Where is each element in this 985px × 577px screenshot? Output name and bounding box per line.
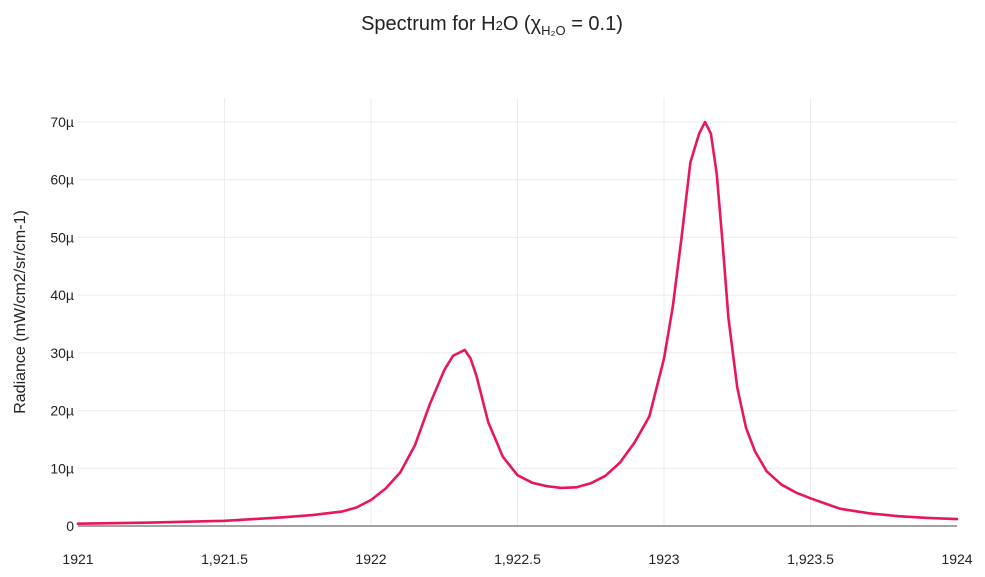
- x-tick-label: 1,921.5: [201, 551, 248, 567]
- y-tick-label: 50µ: [50, 229, 74, 245]
- y-tick-label: 60µ: [50, 172, 74, 188]
- x-tick-label: 1,923.5: [787, 551, 834, 567]
- y-axis-title: Radiance (mW/cm2/sr/cm-1): [12, 210, 29, 414]
- x-tick-label: 1,922.5: [494, 551, 541, 567]
- x-tick-label: 1924: [941, 551, 972, 567]
- chart-title: Spectrum for H2O (χH₂O = 0.1): [361, 13, 623, 38]
- y-tick-label: 0: [66, 518, 74, 534]
- y-tick-label: 70µ: [50, 114, 74, 130]
- grid: [78, 98, 957, 526]
- x-tick-label: 1923: [648, 551, 679, 567]
- x-tick-label: 1921: [62, 551, 93, 567]
- series-line: [76, 120, 959, 525]
- labels: 1921 1,921.5 1922 1,922.5 1923 1,923.5 1924 0 10…: [12, 13, 973, 567]
- y-tick-label: 10µ: [50, 460, 74, 476]
- series-layer: [76, 120, 959, 525]
- y-tick-label: 20µ: [50, 403, 74, 419]
- x-tick-label: 1922: [355, 551, 386, 567]
- y-tick-label: 40µ: [50, 287, 74, 303]
- y-tick-label: 30µ: [50, 345, 74, 361]
